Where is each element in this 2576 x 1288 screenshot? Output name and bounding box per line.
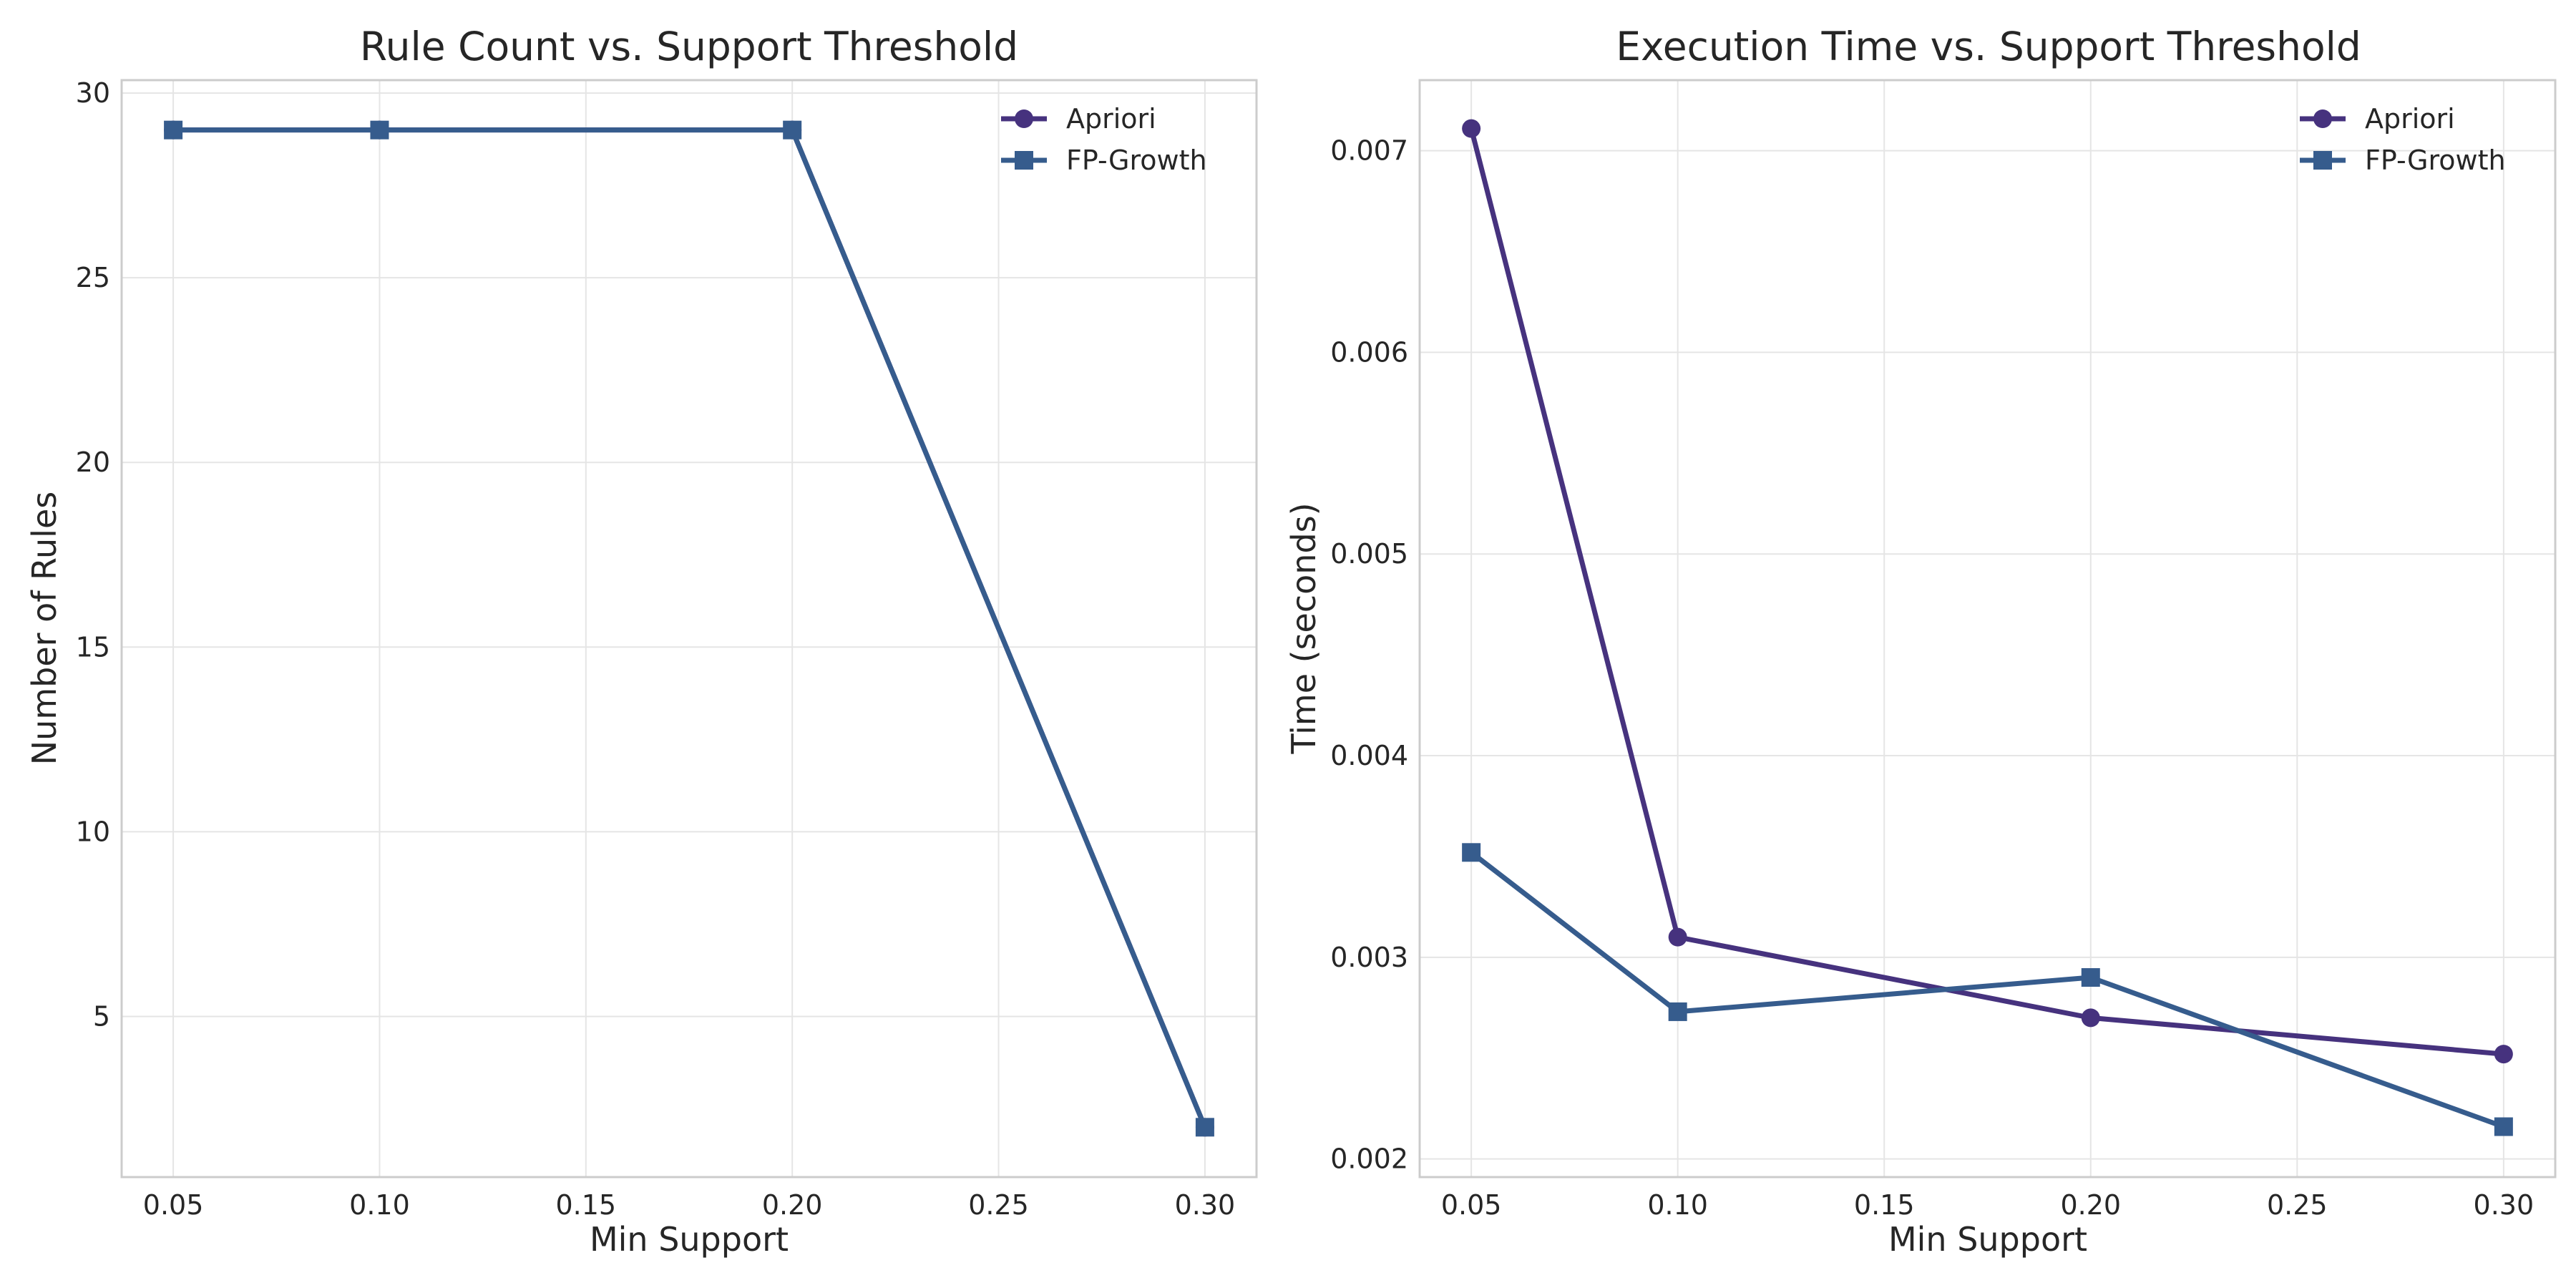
- legend-label: FP-Growth: [1066, 145, 1207, 176]
- data-point-apriori: [1462, 119, 1481, 138]
- x-tick-label: 0.20: [2060, 1189, 2121, 1221]
- tick-labels: 0.05 0.10 0.15 0.20 0.25 0.30 5 10 15 20 25 30: [76, 77, 1236, 1221]
- data-point-fp-growth: [1668, 1002, 1687, 1021]
- x-tick-label: 0.30: [2474, 1189, 2534, 1221]
- series-apriori: [1462, 119, 2513, 1064]
- x-tick-label: 0.25: [2267, 1189, 2328, 1221]
- y-tick-label: 15: [76, 631, 110, 663]
- series: [1462, 119, 2513, 1136]
- data-point-fp-growth: [1462, 843, 1481, 862]
- x-tick-label: 0.20: [762, 1189, 823, 1221]
- series-fp-growth: [1462, 843, 2513, 1136]
- y-tick-label: 30: [76, 77, 110, 109]
- data-point-fp-growth: [1195, 1118, 1214, 1137]
- series: [164, 120, 1214, 1137]
- grid: [122, 80, 1257, 1177]
- x-axis-label: Min Support: [590, 1220, 789, 1259]
- legend-item-apriori: Apriori: [2300, 103, 2455, 135]
- circle-marker-icon: [1015, 109, 1033, 128]
- y-axis-label: Number of Rules: [25, 492, 64, 765]
- data-point-fp-growth: [370, 120, 389, 140]
- legend-label: Apriori: [1066, 103, 1156, 135]
- x-axis-label: Min Support: [1888, 1220, 2087, 1259]
- data-point-apriori: [2081, 1008, 2100, 1028]
- square-marker-icon: [1015, 151, 1033, 170]
- data-point-fp-growth: [164, 120, 183, 140]
- series-line-fp-growth: [173, 127, 1208, 1128]
- y-axis-label: Time (seconds): [1284, 502, 1323, 754]
- legend: Apriori FP-Growth: [2300, 103, 2506, 176]
- y-tick-label: 5: [93, 1000, 110, 1032]
- series-line-fp-growth: [1469, 850, 2505, 1129]
- y-tick-label: 0.003: [1330, 942, 1408, 973]
- y-tick-label: 0.004: [1330, 740, 1408, 771]
- x-tick-label: 0.10: [349, 1189, 410, 1221]
- data-point-fp-growth: [783, 120, 802, 140]
- x-tick-label: 0.25: [968, 1189, 1029, 1221]
- y-tick-label: 0.005: [1330, 538, 1408, 570]
- x-tick-label: 0.05: [143, 1189, 204, 1221]
- y-tick-label: 0.007: [1330, 135, 1408, 167]
- legend-label: Apriori: [2365, 103, 2455, 135]
- chart-title: Execution Time vs. Support Threshold: [1616, 24, 2361, 69]
- square-marker-icon: [2313, 151, 2332, 170]
- x-tick-label: 0.10: [1647, 1189, 1708, 1221]
- x-tick-label: 0.05: [1441, 1189, 1502, 1221]
- x-tick-label: 0.30: [1175, 1189, 1236, 1221]
- rule-count-chart: Rule Count vs. Support Threshold 0.05 0.1…: [25, 24, 1258, 1259]
- plot-frame: [1418, 79, 2557, 1179]
- legend-item-fp-growth: FP-Growth: [2300, 145, 2506, 176]
- tick-labels: 0.05 0.10 0.15 0.20 0.25 0.30 0.002 0.003 0.004 0…: [1330, 135, 2534, 1221]
- data-point-fp-growth: [2081, 968, 2100, 987]
- x-tick-label: 0.15: [556, 1189, 617, 1221]
- legend-item-fp-growth: FP-Growth: [1001, 145, 1207, 176]
- data-point-fp-growth: [2494, 1117, 2513, 1136]
- circle-marker-icon: [2313, 109, 2332, 128]
- chart-title: Rule Count vs. Support Threshold: [360, 24, 1018, 69]
- y-tick-label: 0.002: [1330, 1143, 1408, 1175]
- legend-label: FP-Growth: [2365, 145, 2506, 176]
- series-line-apriori: [1468, 127, 2504, 1057]
- y-tick-label: 0.006: [1330, 336, 1408, 368]
- legend-item-apriori: Apriori: [1001, 103, 1156, 135]
- execution-time-chart: Execution Time vs. Support Threshold 0.0…: [1284, 24, 2557, 1259]
- series-fp-growth: [164, 120, 1214, 1137]
- y-tick-label: 20: [76, 447, 110, 478]
- data-point-apriori: [2494, 1045, 2513, 1064]
- x-tick-label: 0.15: [1854, 1189, 1915, 1221]
- y-tick-label: 10: [76, 816, 110, 847]
- legend: Apriori FP-Growth: [1001, 103, 1207, 176]
- data-point-apriori: [1668, 927, 1687, 947]
- plot-frame: [120, 79, 1258, 1179]
- y-tick-label: 25: [76, 262, 110, 293]
